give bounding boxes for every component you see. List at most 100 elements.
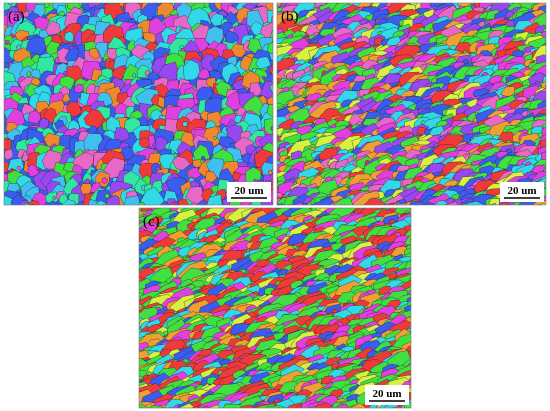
grain bbox=[0, 206, 14, 224]
grain bbox=[461, 204, 463, 205]
small-grain bbox=[368, 3, 370, 4]
grain bbox=[546, 203, 550, 211]
grain bbox=[78, 204, 80, 205]
grain bbox=[408, 397, 411, 408]
grain bbox=[209, 404, 221, 408]
grain bbox=[23, 202, 32, 205]
grain bbox=[410, 228, 411, 229]
grain bbox=[426, 163, 447, 175]
grain bbox=[4, 146, 5, 150]
map-border bbox=[138, 207, 412, 409]
grain bbox=[27, 163, 40, 177]
grain bbox=[488, 36, 501, 45]
grain bbox=[349, 402, 367, 408]
grain bbox=[424, 202, 436, 205]
grain bbox=[38, 117, 49, 129]
grain bbox=[485, 206, 501, 217]
panel-label: (b) bbox=[281, 9, 299, 25]
grain bbox=[336, 404, 349, 408]
grain bbox=[265, 405, 287, 408]
grain bbox=[412, 358, 430, 371]
grain bbox=[269, 83, 273, 96]
small-grain bbox=[414, 404, 419, 409]
grain bbox=[488, 202, 497, 205]
grain bbox=[545, 94, 546, 100]
grain bbox=[546, 111, 550, 118]
grain bbox=[346, 0, 357, 2]
grain bbox=[368, 0, 388, 2]
grain bbox=[410, 261, 411, 263]
grain bbox=[87, 3, 98, 9]
grain bbox=[63, 31, 74, 43]
grain bbox=[358, 0, 376, 2]
small-grain bbox=[426, 212, 432, 218]
grain bbox=[409, 330, 411, 336]
grain bbox=[140, 186, 165, 205]
grain bbox=[413, 296, 428, 306]
grain bbox=[194, 0, 203, 1]
grain bbox=[366, 349, 378, 358]
grain bbox=[448, 207, 468, 220]
grain bbox=[36, 210, 52, 231]
small-grain bbox=[411, 207, 415, 211]
grain bbox=[209, 13, 225, 27]
grain bbox=[410, 348, 411, 351]
small-grain bbox=[415, 281, 420, 286]
grain bbox=[74, 83, 85, 93]
grain bbox=[225, 11, 239, 25]
grain bbox=[229, 0, 239, 1]
grain bbox=[404, 401, 411, 408]
grain bbox=[484, 213, 495, 221]
grain bbox=[255, 56, 272, 70]
small-grain bbox=[270, 125, 273, 132]
grain bbox=[27, 110, 42, 124]
grain bbox=[273, 0, 288, 2]
grain bbox=[545, 56, 546, 61]
grain bbox=[417, 362, 431, 371]
grain bbox=[277, 77, 282, 85]
grain bbox=[187, 167, 202, 180]
grain bbox=[545, 164, 546, 170]
grain bbox=[25, 207, 47, 230]
small-grain bbox=[104, 193, 110, 199]
grain bbox=[433, 212, 448, 226]
grain bbox=[499, 207, 515, 219]
grain bbox=[415, 313, 436, 325]
small-grain bbox=[200, 156, 206, 161]
small-grain bbox=[464, 210, 469, 215]
grain bbox=[83, 109, 106, 130]
grain bbox=[412, 210, 428, 220]
grain bbox=[470, 3, 473, 4]
grain bbox=[414, 227, 433, 242]
small-grain bbox=[213, 136, 217, 140]
grain bbox=[184, 186, 205, 205]
grain bbox=[413, 245, 434, 259]
grain bbox=[504, 10, 516, 19]
grain bbox=[307, 406, 316, 408]
grain-map bbox=[139, 208, 437, 411]
grain bbox=[531, 125, 545, 135]
grain bbox=[113, 127, 131, 144]
grain bbox=[0, 145, 4, 164]
grain bbox=[51, 209, 62, 220]
panel-label: (c) bbox=[143, 214, 160, 230]
small-grain bbox=[129, 217, 132, 220]
grain bbox=[404, 0, 426, 2]
grain bbox=[67, 210, 82, 227]
grain bbox=[259, 0, 271, 1]
grain bbox=[373, 37, 384, 46]
grain bbox=[138, 201, 145, 205]
small-grain bbox=[412, 380, 418, 386]
small-grain bbox=[413, 247, 417, 251]
grain bbox=[412, 399, 437, 411]
small-grain bbox=[26, 71, 32, 77]
grain bbox=[0, 204, 13, 219]
small-grain bbox=[101, 177, 108, 184]
grain bbox=[45, 20, 61, 36]
grain bbox=[414, 219, 433, 229]
grain bbox=[124, 195, 141, 205]
grain bbox=[527, 72, 546, 85]
grain bbox=[61, 199, 76, 205]
grain bbox=[189, 202, 198, 205]
grain bbox=[61, 92, 71, 103]
